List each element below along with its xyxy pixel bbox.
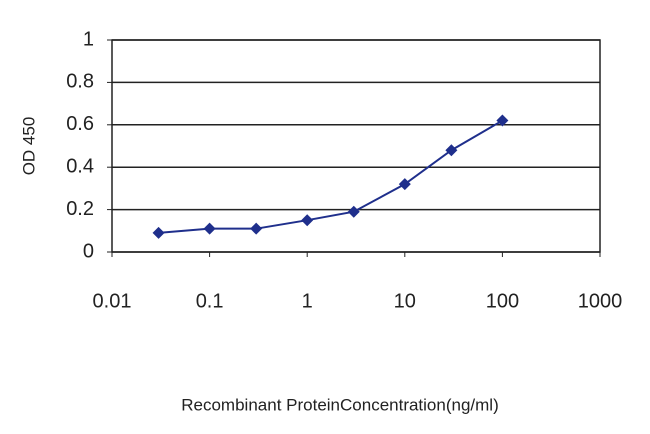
x-tick-label: 10 [394, 290, 416, 312]
x-tick-label: 1 [302, 290, 313, 312]
x-tick-label: 1000 [578, 290, 623, 312]
data-point [152, 226, 165, 239]
data-point [347, 205, 360, 218]
y-tick-label: 0.8 [66, 71, 94, 93]
y-tick-label: 1 [83, 28, 94, 50]
data-point [496, 114, 509, 127]
data-point [301, 214, 314, 227]
y-tick-label: 0.6 [66, 113, 94, 135]
y-tick-label: 0.4 [66, 155, 94, 177]
data-point [203, 222, 216, 235]
plot-frame [111, 39, 601, 253]
y-axis-title: OD 450 [19, 117, 38, 176]
data-point [398, 178, 411, 191]
x-tick-label: 0.1 [196, 290, 224, 312]
y-tick-label: 0.2 [66, 198, 94, 220]
x-axis-title: Recombinant ProteinConcentration(ng/ml) [181, 395, 499, 414]
data-point [445, 144, 458, 157]
data-line [158, 119, 503, 234]
data-point [250, 222, 263, 235]
x-tick-label: 0.01 [93, 290, 132, 312]
x-tick-label: 100 [486, 290, 519, 312]
y-tick-label: 0 [83, 240, 94, 262]
